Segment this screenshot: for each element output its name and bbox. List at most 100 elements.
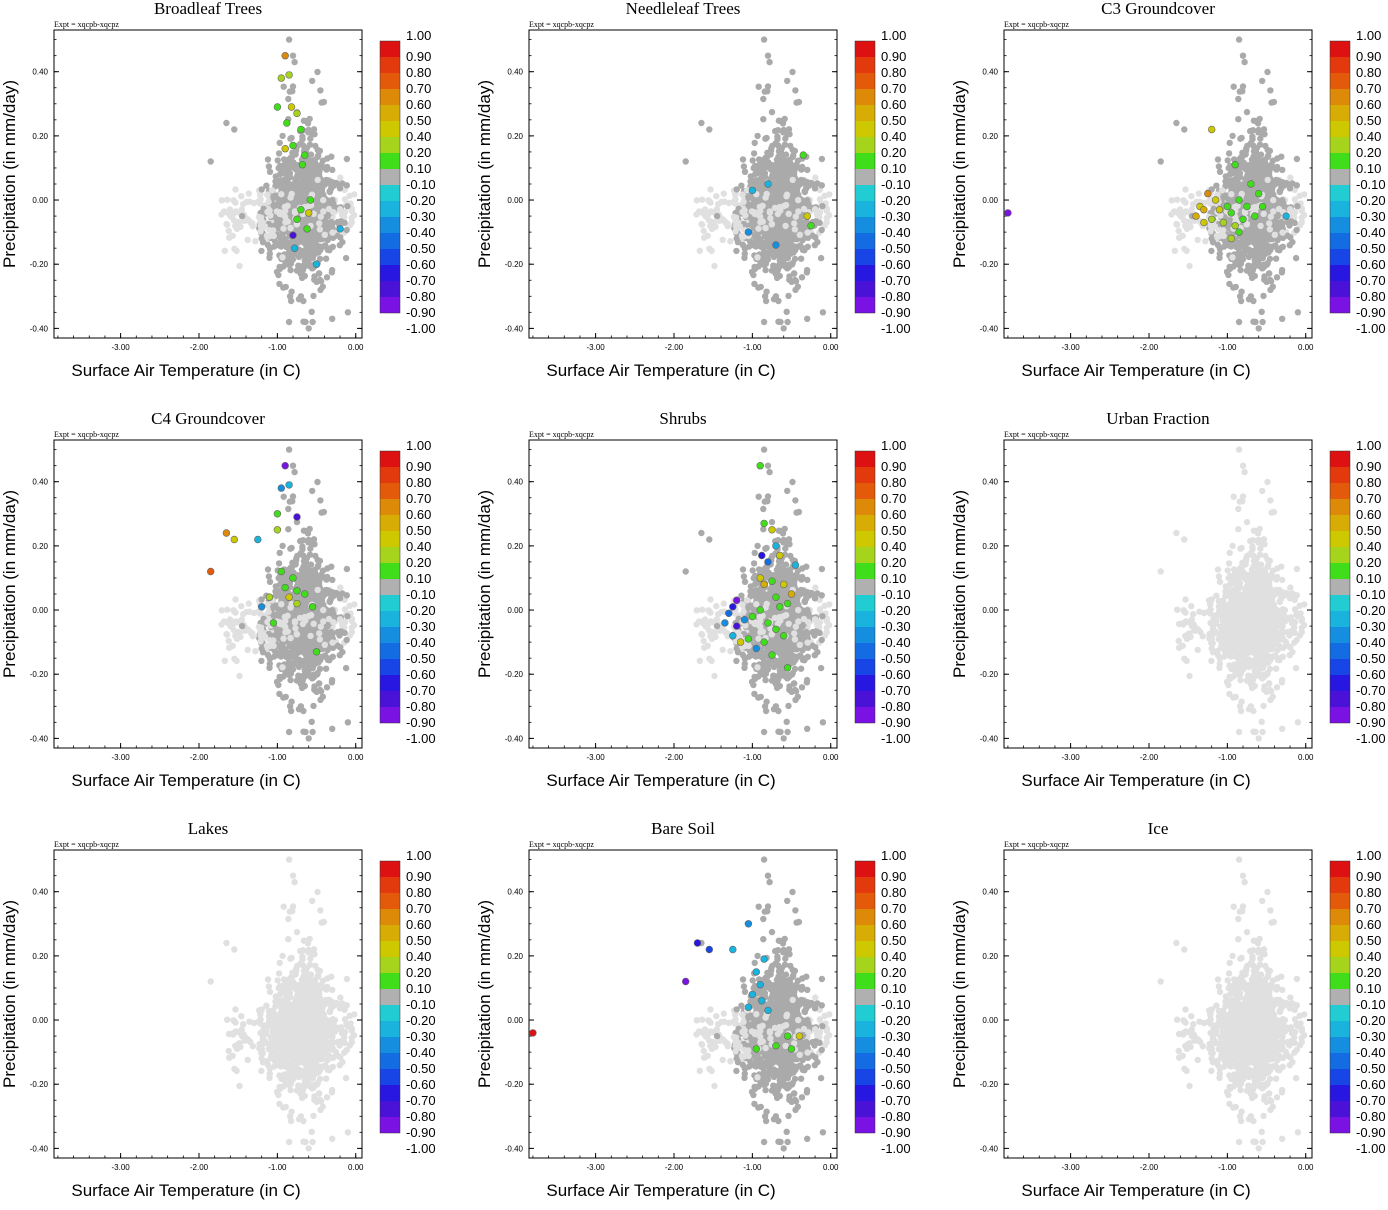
data-point	[1208, 126, 1215, 133]
background-point	[739, 209, 745, 215]
data-point	[808, 222, 815, 229]
cloud-point	[1237, 251, 1243, 257]
data-point	[282, 145, 289, 152]
colorbar-label: 0.90	[1356, 49, 1381, 64]
x-tick-label: 0.00	[348, 343, 364, 352]
background-point	[279, 254, 285, 260]
background-point	[1214, 233, 1220, 239]
colorbar-label: -0.40	[406, 225, 436, 240]
y-tick-label: 0.20	[32, 132, 48, 141]
background-point	[287, 194, 293, 200]
cloud-point	[1237, 88, 1243, 94]
colorbar-box	[855, 137, 875, 153]
data-point	[1251, 213, 1258, 220]
background-point	[724, 220, 730, 226]
cloud-point	[792, 277, 798, 283]
cloud-point	[300, 267, 306, 273]
colorbar-box	[855, 105, 875, 121]
cloud-point	[319, 163, 325, 169]
cloud-point	[273, 173, 279, 179]
cloud-point	[299, 543, 305, 549]
colorbar-label: -0.70	[1356, 273, 1386, 288]
background-point	[1279, 229, 1285, 235]
cloud-point	[295, 195, 301, 201]
cloud-point	[1215, 156, 1221, 162]
data-point	[1193, 213, 1200, 220]
colorbar-label: -1.00	[1356, 321, 1386, 336]
colorbar-label: -0.40	[1356, 225, 1386, 240]
cloud-point	[314, 249, 320, 255]
cloud-point	[311, 126, 317, 132]
cloud-point	[1258, 232, 1264, 238]
cloud-point	[791, 270, 797, 276]
background-point	[1229, 254, 1235, 260]
cloud-point	[745, 194, 751, 200]
background-point	[320, 197, 326, 203]
background-point	[757, 208, 763, 214]
colorbar-label: 0.50	[1356, 113, 1381, 128]
colorbar-label: -0.60	[406, 257, 436, 272]
y-tick-label: 0.40	[982, 68, 998, 77]
background-point	[1185, 219, 1191, 225]
cloud-point	[789, 69, 795, 75]
cloud-point	[792, 87, 798, 93]
colorbar-label: -0.80	[881, 289, 911, 304]
data-point	[1248, 181, 1255, 188]
data-point	[288, 104, 295, 111]
colorbar-box	[1330, 41, 1350, 57]
background-point	[1174, 222, 1180, 228]
cloud-point	[777, 319, 783, 325]
cloud-point	[1253, 149, 1259, 155]
colorbar-label: -0.70	[881, 273, 911, 288]
outlier-point	[329, 316, 335, 322]
outlier-point	[781, 325, 787, 331]
cloud-point	[287, 293, 293, 299]
cloud-point	[746, 243, 752, 249]
data-point	[290, 142, 297, 149]
cloud-point	[1294, 203, 1300, 209]
background-point	[706, 246, 712, 252]
cloud-point	[762, 88, 768, 94]
x-tick-label: -3.00	[586, 343, 605, 352]
cloud-point	[762, 164, 768, 170]
cloud-point	[344, 203, 350, 209]
background-point	[775, 211, 781, 217]
cloud-point	[753, 236, 759, 242]
colorbar-label: 0.20	[881, 145, 906, 160]
x-tick-label: -1.00	[743, 343, 762, 352]
cloud-point	[287, 164, 293, 170]
cloud-point	[819, 203, 825, 209]
background-point	[257, 218, 263, 224]
cloud-point	[756, 84, 762, 90]
cloud-point	[1227, 140, 1233, 146]
colorbar-box	[380, 73, 400, 89]
colorbar-box	[380, 185, 400, 201]
cloud-point	[323, 666, 329, 672]
background-point	[349, 208, 355, 214]
colorbar-box	[380, 233, 400, 249]
background-point	[812, 206, 818, 212]
colorbar-label: 0.10	[881, 161, 906, 176]
cloud-point	[277, 140, 283, 146]
cloud-point	[740, 156, 746, 162]
cloud-point	[755, 166, 761, 172]
outlier-point	[792, 287, 798, 293]
outlier-point	[1241, 59, 1247, 65]
background-point	[264, 191, 270, 197]
background-point	[755, 225, 761, 231]
data-point	[1259, 203, 1266, 210]
colorbar-box	[855, 233, 875, 249]
colorbar-label: -0.60	[1356, 257, 1386, 272]
background-point	[342, 196, 348, 202]
colorbar-label: 1.00	[881, 28, 906, 43]
cloud-point	[321, 99, 327, 105]
background-point	[246, 190, 252, 196]
data-point	[337, 226, 344, 233]
y-tick-label: 0.40	[507, 68, 523, 77]
cloud-point	[775, 160, 781, 166]
background-point	[1207, 228, 1213, 234]
background-point	[767, 215, 773, 221]
colorbar-label: -0.80	[1356, 289, 1386, 304]
cloud-point	[751, 150, 757, 156]
cloud-point	[792, 148, 798, 154]
